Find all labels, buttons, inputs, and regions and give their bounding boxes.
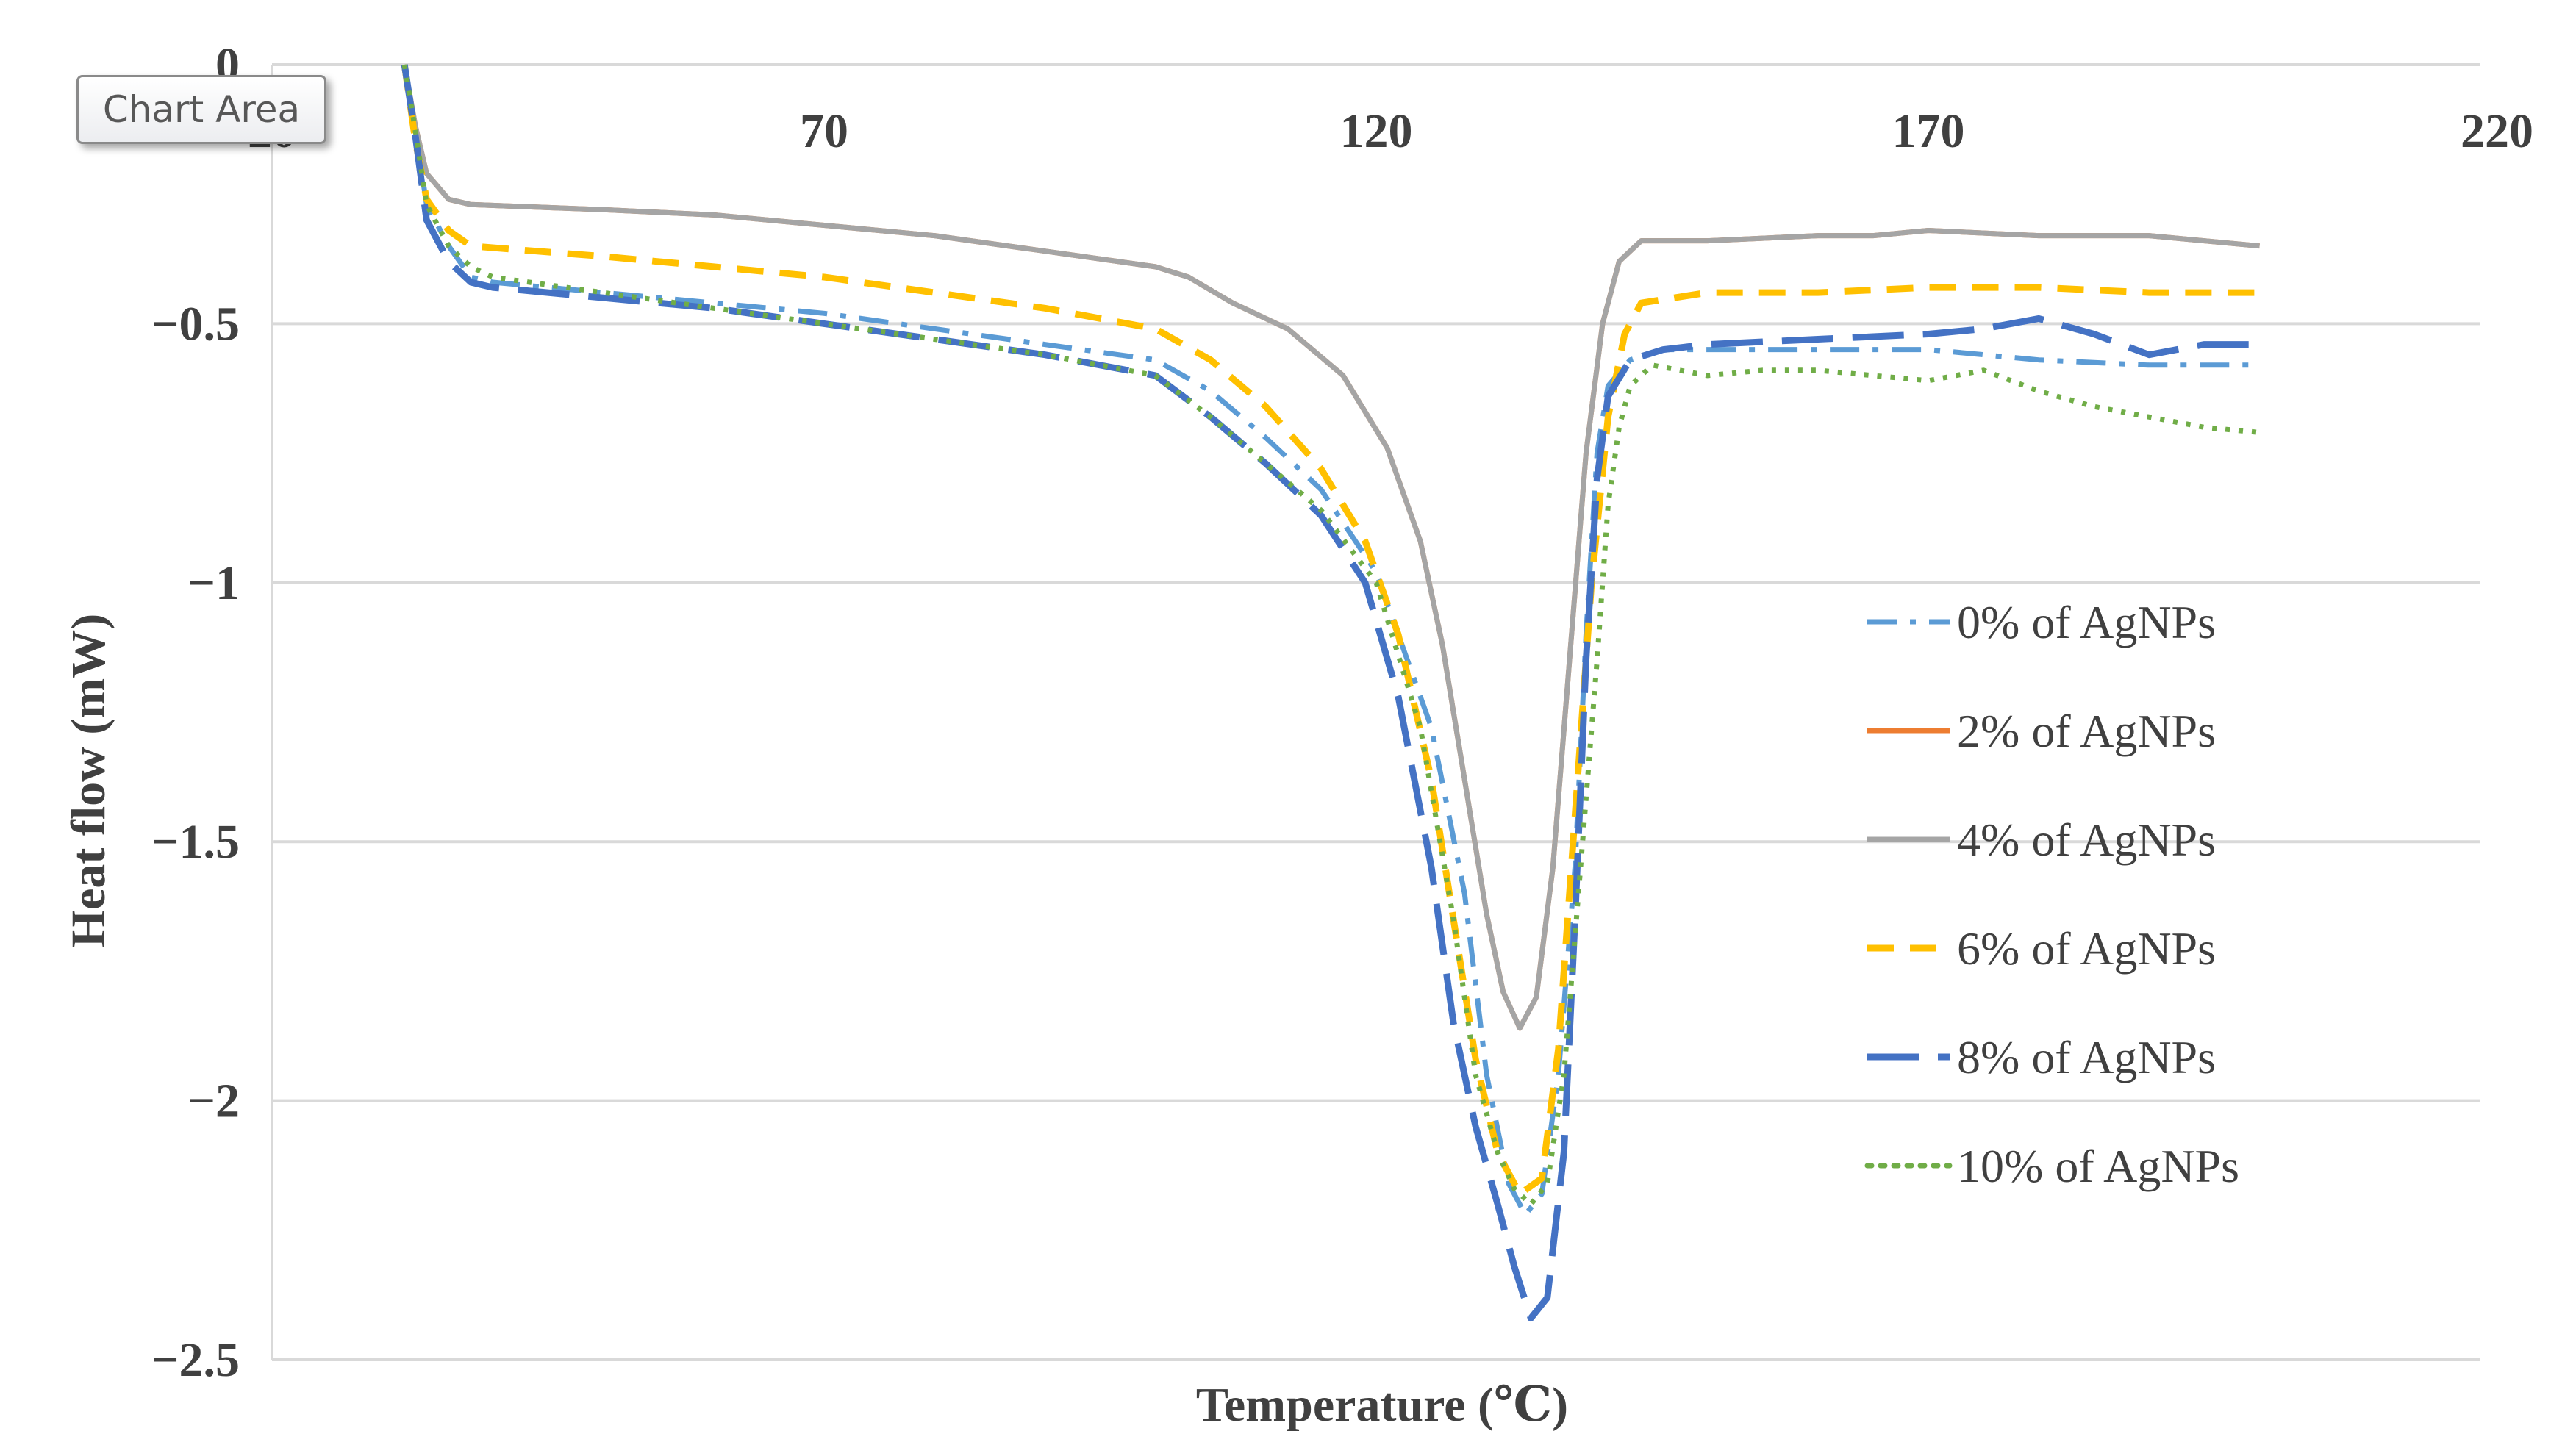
series-line-2[interactable] xyxy=(401,64,2260,1031)
legend[interactable]: 0% of AgNPs 2% of AgNPs 4% of AgNPs 6% of A… xyxy=(1864,596,2239,1192)
y-axis-ticks: 0−0.5−1−1.5−2−2.5 xyxy=(151,38,240,1387)
chart-area-tooltip: Chart Area xyxy=(76,75,326,144)
y-tick-label: −2 xyxy=(187,1075,240,1128)
y-tick-label: −2.5 xyxy=(151,1333,240,1387)
plot-lines[interactable] xyxy=(401,64,2260,1322)
y-axis-title: Heat flow (mW) xyxy=(62,614,115,948)
x-tick-label: 220 xyxy=(2461,104,2533,158)
y-tick-label: −1.5 xyxy=(151,815,240,869)
y-tick-label: −0.5 xyxy=(151,297,240,351)
legend-label: 6% of AgNPs xyxy=(1957,922,2216,975)
x-tick-label: 170 xyxy=(1892,104,1965,158)
legend-label: 2% of AgNPs xyxy=(1957,705,2216,757)
legend-label: 4% of AgNPs xyxy=(1957,814,2216,866)
legend-label: 0% of AgNPs xyxy=(1957,596,2216,648)
series-line-4[interactable] xyxy=(401,64,2260,1322)
x-axis-title: Temperature (℃) xyxy=(1196,1378,1568,1432)
y-tick-label: −1 xyxy=(187,556,240,610)
legend-label: 10% of AgNPs xyxy=(1957,1140,2239,1192)
series-line-3[interactable] xyxy=(401,64,2260,1197)
legend-label: 8% of AgNPs xyxy=(1957,1031,2216,1083)
series-line-5[interactable] xyxy=(401,64,2260,1208)
x-tick-label: 120 xyxy=(1340,104,1413,158)
x-tick-label: 70 xyxy=(800,104,848,158)
